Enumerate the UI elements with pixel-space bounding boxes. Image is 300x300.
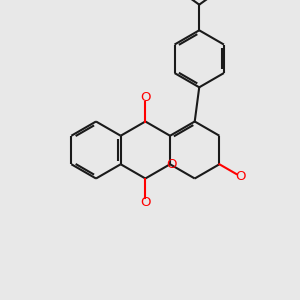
Text: O: O <box>140 91 151 104</box>
Text: O: O <box>140 196 151 209</box>
Text: O: O <box>166 158 177 171</box>
Text: O: O <box>235 170 245 183</box>
